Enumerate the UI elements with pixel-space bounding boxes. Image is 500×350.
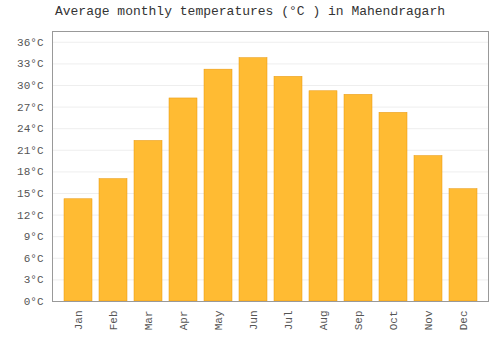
svg-text:24°C: 24°C (17, 123, 44, 135)
svg-text:21°C: 21°C (17, 145, 44, 157)
svg-text:Apr: Apr (178, 311, 190, 331)
svg-text:30°C: 30°C (17, 80, 44, 92)
svg-text:Mar: Mar (143, 311, 155, 331)
svg-text:18°C: 18°C (17, 166, 44, 178)
svg-text:27°C: 27°C (17, 102, 44, 114)
svg-text:Aug: Aug (318, 311, 330, 331)
svg-text:Sep: Sep (353, 311, 365, 331)
svg-text:36°C: 36°C (17, 37, 44, 49)
svg-text:Jul: Jul (283, 311, 295, 331)
svg-text:May: May (213, 310, 225, 330)
svg-text:Jan: Jan (73, 311, 85, 331)
svg-text:12°C: 12°C (17, 210, 44, 222)
svg-text:Nov: Nov (423, 310, 435, 330)
svg-text:33°C: 33°C (17, 58, 44, 70)
svg-text:9°C: 9°C (24, 231, 44, 243)
html-text:Average monthly temperatures (: Average monthly temperatures (°C ) in Ma… (55, 4, 445, 19)
svg-text:3°C: 3°C (24, 274, 44, 286)
svg-text:Dec: Dec (458, 311, 470, 331)
svg-text:6°C: 6°C (24, 253, 44, 265)
svg-text:Jun: Jun (248, 311, 260, 331)
svg-text:15°C: 15°C (17, 188, 44, 200)
svg-text:Feb: Feb (108, 311, 120, 331)
svg-text:0°C: 0°C (24, 296, 44, 308)
svg-text:Oct: Oct (388, 311, 400, 331)
